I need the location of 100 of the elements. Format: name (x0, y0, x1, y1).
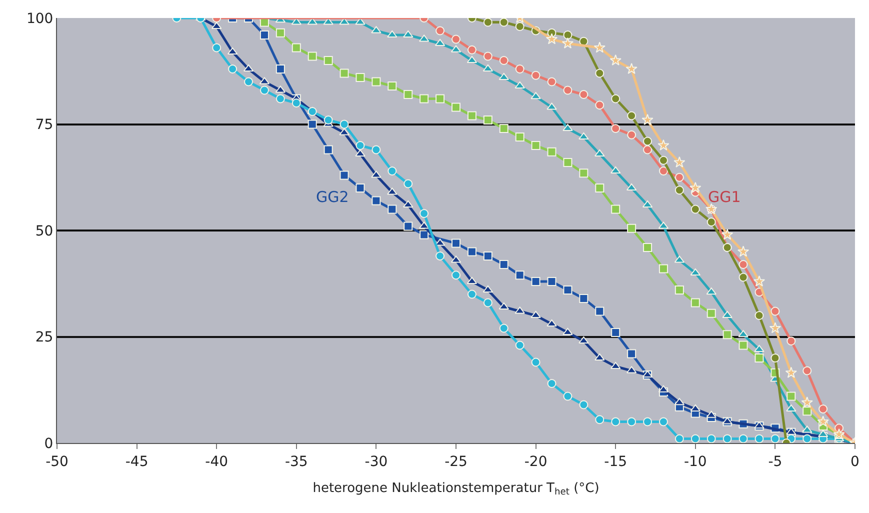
point (499, 18, 508, 27)
point (546, 102, 557, 110)
point (754, 434, 764, 443)
point (340, 68, 349, 78)
point (340, 120, 349, 129)
point (531, 70, 540, 80)
point (547, 77, 556, 86)
point (260, 30, 269, 40)
point (706, 218, 716, 226)
point (339, 128, 350, 136)
point (642, 114, 654, 126)
point (276, 64, 285, 74)
point (546, 33, 558, 44)
point (562, 37, 574, 49)
point (722, 330, 732, 340)
point (499, 260, 508, 269)
point (722, 434, 732, 443)
point (786, 336, 796, 346)
point (436, 94, 445, 104)
point (627, 417, 636, 426)
point (372, 196, 381, 206)
point (626, 62, 638, 74)
point (292, 98, 301, 108)
point (515, 64, 524, 74)
y-tick-label: 25 (35, 330, 54, 346)
point (706, 288, 716, 295)
point (738, 260, 748, 269)
point (420, 209, 429, 218)
point (627, 130, 636, 140)
point (611, 417, 620, 426)
x-axis-title: heterogene Nukleationstemperatur T$_{het}$ (°C) (312, 481, 600, 498)
point (388, 166, 397, 176)
point (420, 230, 429, 240)
point (579, 168, 588, 178)
point (436, 252, 445, 260)
point (802, 426, 812, 433)
point (547, 147, 556, 156)
point (721, 228, 734, 240)
x-tick-label: -10 (684, 454, 707, 470)
point (690, 434, 700, 443)
point (420, 94, 429, 104)
point (611, 328, 620, 337)
point (563, 86, 572, 95)
point (499, 124, 508, 133)
point (674, 286, 684, 294)
point (658, 417, 668, 426)
point (690, 204, 700, 214)
point (563, 392, 572, 401)
point (690, 298, 700, 308)
point (785, 366, 797, 378)
point (563, 158, 572, 167)
point (706, 410, 716, 418)
point (340, 170, 349, 180)
point (738, 340, 748, 350)
point (802, 406, 812, 416)
point (356, 141, 365, 150)
x-tick-label: -50 (46, 454, 68, 470)
x-tick-label: -25 (444, 454, 468, 470)
point (643, 243, 652, 252)
point (770, 354, 780, 362)
point (753, 275, 766, 287)
point (404, 222, 413, 231)
point (611, 94, 620, 104)
point (579, 90, 588, 99)
point (802, 434, 812, 443)
point (595, 306, 604, 316)
point (531, 141, 540, 150)
point (515, 22, 524, 31)
point (738, 434, 748, 443)
point (324, 145, 333, 154)
point (515, 340, 524, 350)
point (276, 28, 285, 38)
point (387, 188, 398, 195)
point (531, 277, 540, 286)
point (801, 396, 813, 408)
y-tick-label: 0 (44, 436, 54, 452)
point (467, 290, 476, 299)
x-tick-label: -30 (364, 454, 388, 470)
point (674, 434, 684, 443)
x-tick-label: -5 (768, 454, 782, 470)
point (658, 156, 668, 165)
point (674, 172, 684, 182)
point (404, 179, 413, 188)
point (658, 166, 668, 176)
point (530, 92, 541, 100)
point (356, 184, 365, 192)
point (244, 77, 254, 86)
point (388, 204, 397, 214)
x-tick-label: -20 (524, 454, 548, 470)
point (595, 100, 604, 110)
point (611, 124, 620, 133)
point (324, 56, 333, 65)
point (483, 298, 492, 308)
point (769, 322, 782, 334)
point (818, 404, 828, 414)
point (770, 306, 780, 316)
point (371, 170, 382, 178)
point (404, 90, 413, 99)
annotation: GG2 (316, 188, 349, 206)
point (308, 52, 317, 61)
